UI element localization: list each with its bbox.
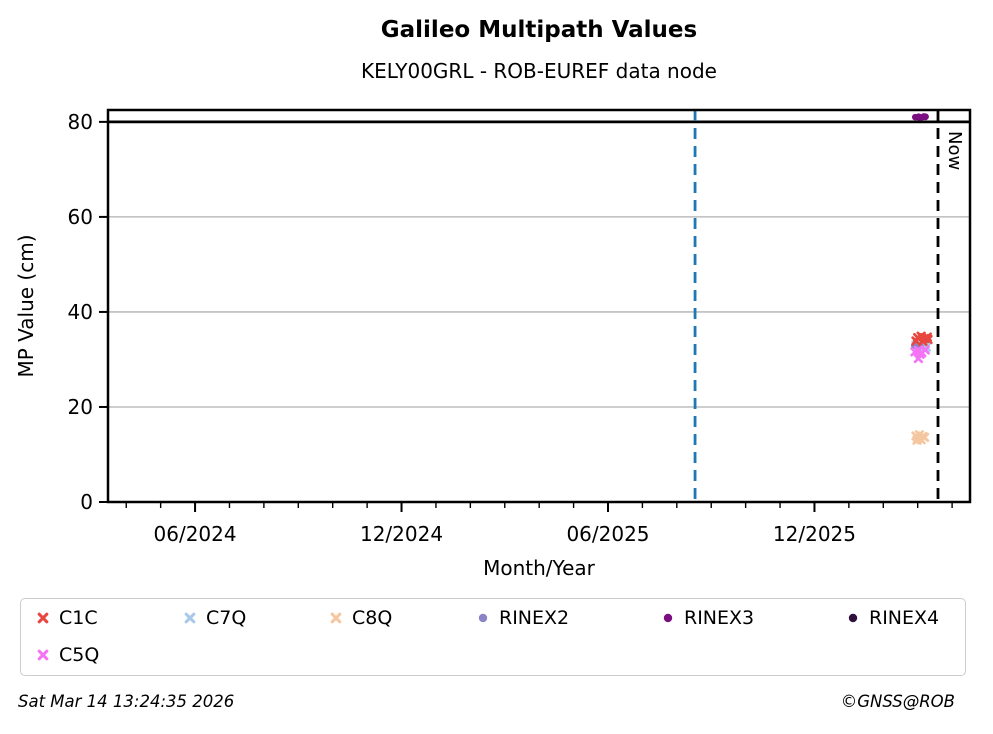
circle-marker-icon <box>848 613 858 623</box>
legend-item-c8q: C8Q <box>329 607 392 629</box>
legend: C1C C7Q C8Q RINEX2 RINEX3 RINEX4 C5Q <box>20 598 966 676</box>
legend-item-c5q: C5Q <box>36 644 99 666</box>
plot-area: Now 0 20 40 60 80 06/2024 12/2024 06/2025 12/2025… <box>14 108 972 580</box>
x-tick-label: 06/2025 <box>566 522 649 546</box>
legend-item-rinex3: RINEX3 <box>661 607 754 629</box>
circle-marker-icon <box>478 613 488 623</box>
legend-item-rinex2: RINEX2 <box>476 607 569 629</box>
data-point <box>920 113 928 120</box>
y-tick-label: 0 <box>80 490 93 514</box>
x-marker-icon <box>330 612 342 624</box>
y-tick-label: 80 <box>68 110 93 134</box>
legend-label: C8Q <box>352 607 393 629</box>
x-tick-label: 06/2024 <box>154 522 237 546</box>
series-c5q <box>910 345 930 364</box>
series-c1c <box>911 331 933 347</box>
legend-item-c1c: C1C <box>36 607 98 629</box>
legend-label: C1C <box>59 607 98 629</box>
x-tick-label: 12/2025 <box>773 522 856 546</box>
data-point <box>911 336 921 346</box>
data-point <box>330 612 342 624</box>
data-point <box>848 613 858 623</box>
x-marker-icon <box>37 649 49 661</box>
plot-border <box>106 108 972 504</box>
data-point <box>919 432 930 443</box>
data-point <box>37 612 49 624</box>
data-point <box>912 435 922 445</box>
x-marker-icon <box>37 612 49 624</box>
y-tick-label: 60 <box>68 205 93 229</box>
data-point <box>37 649 49 661</box>
plot-timestamp: Sat Mar 14 13:24:35 2026 <box>18 692 235 711</box>
series-c8q <box>911 430 930 445</box>
y-tick-label: 40 <box>68 300 93 324</box>
now-label: Now <box>944 131 965 170</box>
data-point <box>478 613 488 623</box>
x-tick-label: 12/2024 <box>360 522 443 546</box>
data-point <box>663 613 673 623</box>
chart-subtitle: KELY00GRL - ROB-EUREF data node <box>361 59 717 83</box>
data-point <box>913 353 924 364</box>
circle-marker-icon <box>663 613 673 623</box>
chart-title: Galileo Multipath Values <box>380 17 698 43</box>
data-point <box>922 332 932 342</box>
copyright-credit: ©GNSS@ROB <box>840 692 955 711</box>
series-rinex3 <box>911 113 929 121</box>
legend-item-rinex4: RINEX4 <box>846 607 939 629</box>
legend-label: C5Q <box>59 644 100 666</box>
legend-label: RINEX4 <box>869 607 940 629</box>
legend-label: RINEX2 <box>499 607 570 629</box>
y-tick-label: 20 <box>68 395 93 419</box>
legend-label: RINEX3 <box>684 607 755 629</box>
y-axis-label: MP Value (cm) <box>14 234 38 377</box>
x-marker-icon <box>184 612 196 624</box>
legend-item-c7q: C7Q <box>183 607 246 629</box>
legend-label: C7Q <box>206 607 247 629</box>
data-point <box>184 612 196 624</box>
x-axis-label: Month/Year <box>483 556 596 580</box>
